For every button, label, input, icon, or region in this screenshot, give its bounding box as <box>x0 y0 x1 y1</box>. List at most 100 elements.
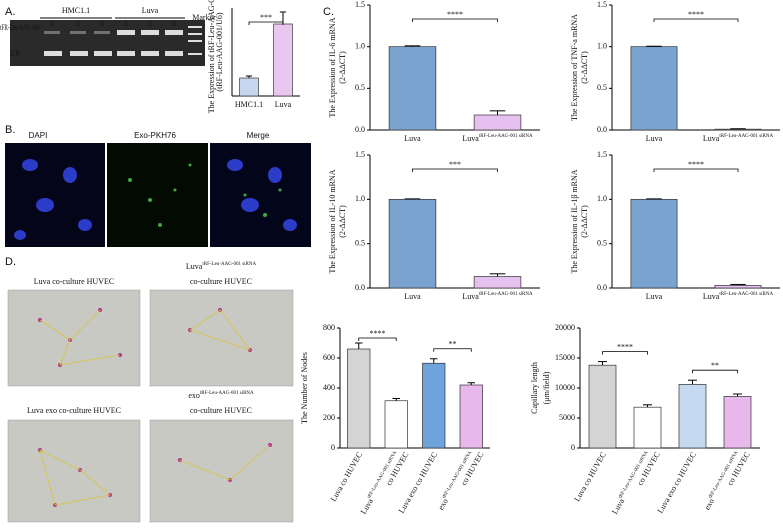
nuclei <box>14 159 297 240</box>
x-tick-label-text: Luva <box>610 497 626 516</box>
gel-row-text: tFR-Leu-AAG-001 <box>0 23 40 32</box>
x-tick-label-text: Luva <box>404 134 421 143</box>
error-bar <box>392 398 400 401</box>
y-axis-label: (2-ΔΔCT) <box>580 205 589 238</box>
y-tick-label: 0.0 <box>597 125 607 134</box>
bar <box>347 348 371 449</box>
error-bar <box>733 393 742 397</box>
x-tick-label-sup: tRF-Leu-AAG-001 siRNA <box>479 292 533 297</box>
significance-label: **** <box>447 10 463 19</box>
pkh-image <box>107 143 208 247</box>
y-tick-label: 15000 <box>555 353 575 362</box>
y-axis-label: (2-ΔΔCT) <box>338 51 347 84</box>
image-label: Exo-PKH76 <box>134 131 176 140</box>
y-tick-label: 1.5 <box>355 150 365 159</box>
y-tick-label: 1.5 <box>597 0 607 9</box>
y-tick-label: 0.0 <box>355 125 365 134</box>
gel-lane: 3 <box>172 19 176 28</box>
x-tick-label: Luva exo co HUVEC <box>655 450 697 514</box>
significance-bracket <box>692 369 738 374</box>
error-bar <box>643 404 652 408</box>
x-tick-label: Luva <box>404 134 421 143</box>
error-bar <box>467 382 475 385</box>
x-tick-label-text: Luva <box>462 292 479 301</box>
photo-title: exotRF-Leu-AAG-001 siRNA <box>188 391 254 400</box>
error-bar <box>489 273 506 277</box>
gel-lane: 3 <box>100 19 104 28</box>
panel-label: A. <box>5 6 15 18</box>
gel-lane: 2 <box>148 19 152 28</box>
x-tick-label-text: Luva <box>646 134 663 143</box>
bar <box>714 284 762 289</box>
x-tick-label: LuvatRF-Leu-AAG-001 siRNA <box>703 134 774 143</box>
y-axis-label: (tRF-Leu-AAG-001/U6) <box>215 12 224 91</box>
y-tick-label: 1.0 <box>597 194 607 203</box>
x-tick-label: Luva <box>404 292 421 301</box>
x-tick-label-text: Luva <box>703 134 720 143</box>
y-axis-label: Capillary length <box>530 362 539 414</box>
error-bar <box>355 342 363 349</box>
significance-bracket <box>412 18 498 22</box>
significance-bracket <box>653 168 739 172</box>
photo-title: LuvatRF-Leu-AAG-001 siRNA <box>186 262 257 271</box>
bar <box>384 400 408 449</box>
significance-bracket <box>358 337 397 341</box>
y-tick-label: 1.0 <box>355 194 365 203</box>
x-tick-label-text: exo <box>702 497 716 512</box>
y-tick-label: 0.5 <box>355 83 365 92</box>
y-axis-label: The Expression of tRF-Leu-AAG-001 <box>207 0 216 113</box>
x-tick-label: Luva <box>646 134 663 143</box>
panel-label: C. <box>323 6 334 18</box>
x-tick-label-text: Luva <box>703 292 720 301</box>
y-tick-label: 0 <box>571 443 575 452</box>
photo-title-base: exo <box>188 391 200 400</box>
gel-lane: 1 <box>50 19 54 28</box>
significance-bracket <box>248 21 284 25</box>
x-tick-label: Luva co HUVEC <box>572 450 608 503</box>
tube-photos <box>7 289 294 523</box>
error-bar <box>430 358 438 364</box>
photo-title-sup: tRF-Leu-AAG-001 siRNA <box>202 262 256 267</box>
y-axis-label: (μm/field) <box>542 371 551 404</box>
x-tick-label-text: Luva <box>462 134 479 143</box>
x-tick-label: LuvatRF-Leu-AAG-001 siRNA <box>359 450 402 516</box>
tube-lines <box>39 309 271 506</box>
y-tick-label: 0.5 <box>355 238 365 247</box>
bar <box>588 364 617 449</box>
y-tick-label: 1.0 <box>597 41 607 50</box>
y-axis-label: (2-ΔΔCT) <box>580 51 589 84</box>
gel-lane: 1 <box>124 19 128 28</box>
x-tick-label: LuvatRF-Leu-AAG-001 siRNA <box>610 450 653 516</box>
y-axis-label: The Expression of IL-10 mRNA <box>328 169 337 273</box>
significance-bracket <box>602 351 648 355</box>
bar <box>459 384 483 449</box>
bar <box>630 46 678 131</box>
x-tick-label: Luva co HUVEC <box>328 450 364 503</box>
bar <box>388 198 437 289</box>
panel-label: B. <box>5 124 15 136</box>
x-tick-label: LuvatRF-Leu-AAG-001 siRNA <box>462 134 533 143</box>
bar <box>678 384 707 449</box>
significance-bracket <box>412 168 498 172</box>
bar <box>714 128 762 131</box>
gel-group: HMC1.1 <box>62 6 90 15</box>
bar <box>422 362 446 449</box>
x-tick-label: Luva <box>275 100 292 109</box>
photo-title-base: Luva <box>186 262 203 271</box>
photo-title-sup: tRF-Leu-AAG-001 siRNA <box>200 391 254 396</box>
bar <box>388 46 437 131</box>
y-tick-label: 10000 <box>555 383 575 392</box>
y-tick-label: 1.0 <box>355 41 365 50</box>
bar <box>723 396 752 449</box>
y-tick-label: 0.0 <box>355 283 365 292</box>
error-bar <box>688 379 697 385</box>
photo-title: Luva co-culture HUVEC <box>34 277 114 286</box>
x-tick-label-text: Luva co HUVEC <box>572 450 608 503</box>
gel-image <box>10 20 205 66</box>
photo-title: co-culture HUVEC <box>190 406 252 415</box>
error-bar <box>598 361 607 366</box>
x-tick-label-text: Luva <box>359 497 375 516</box>
y-tick-label: 0.0 <box>597 283 607 292</box>
bar <box>273 23 293 97</box>
